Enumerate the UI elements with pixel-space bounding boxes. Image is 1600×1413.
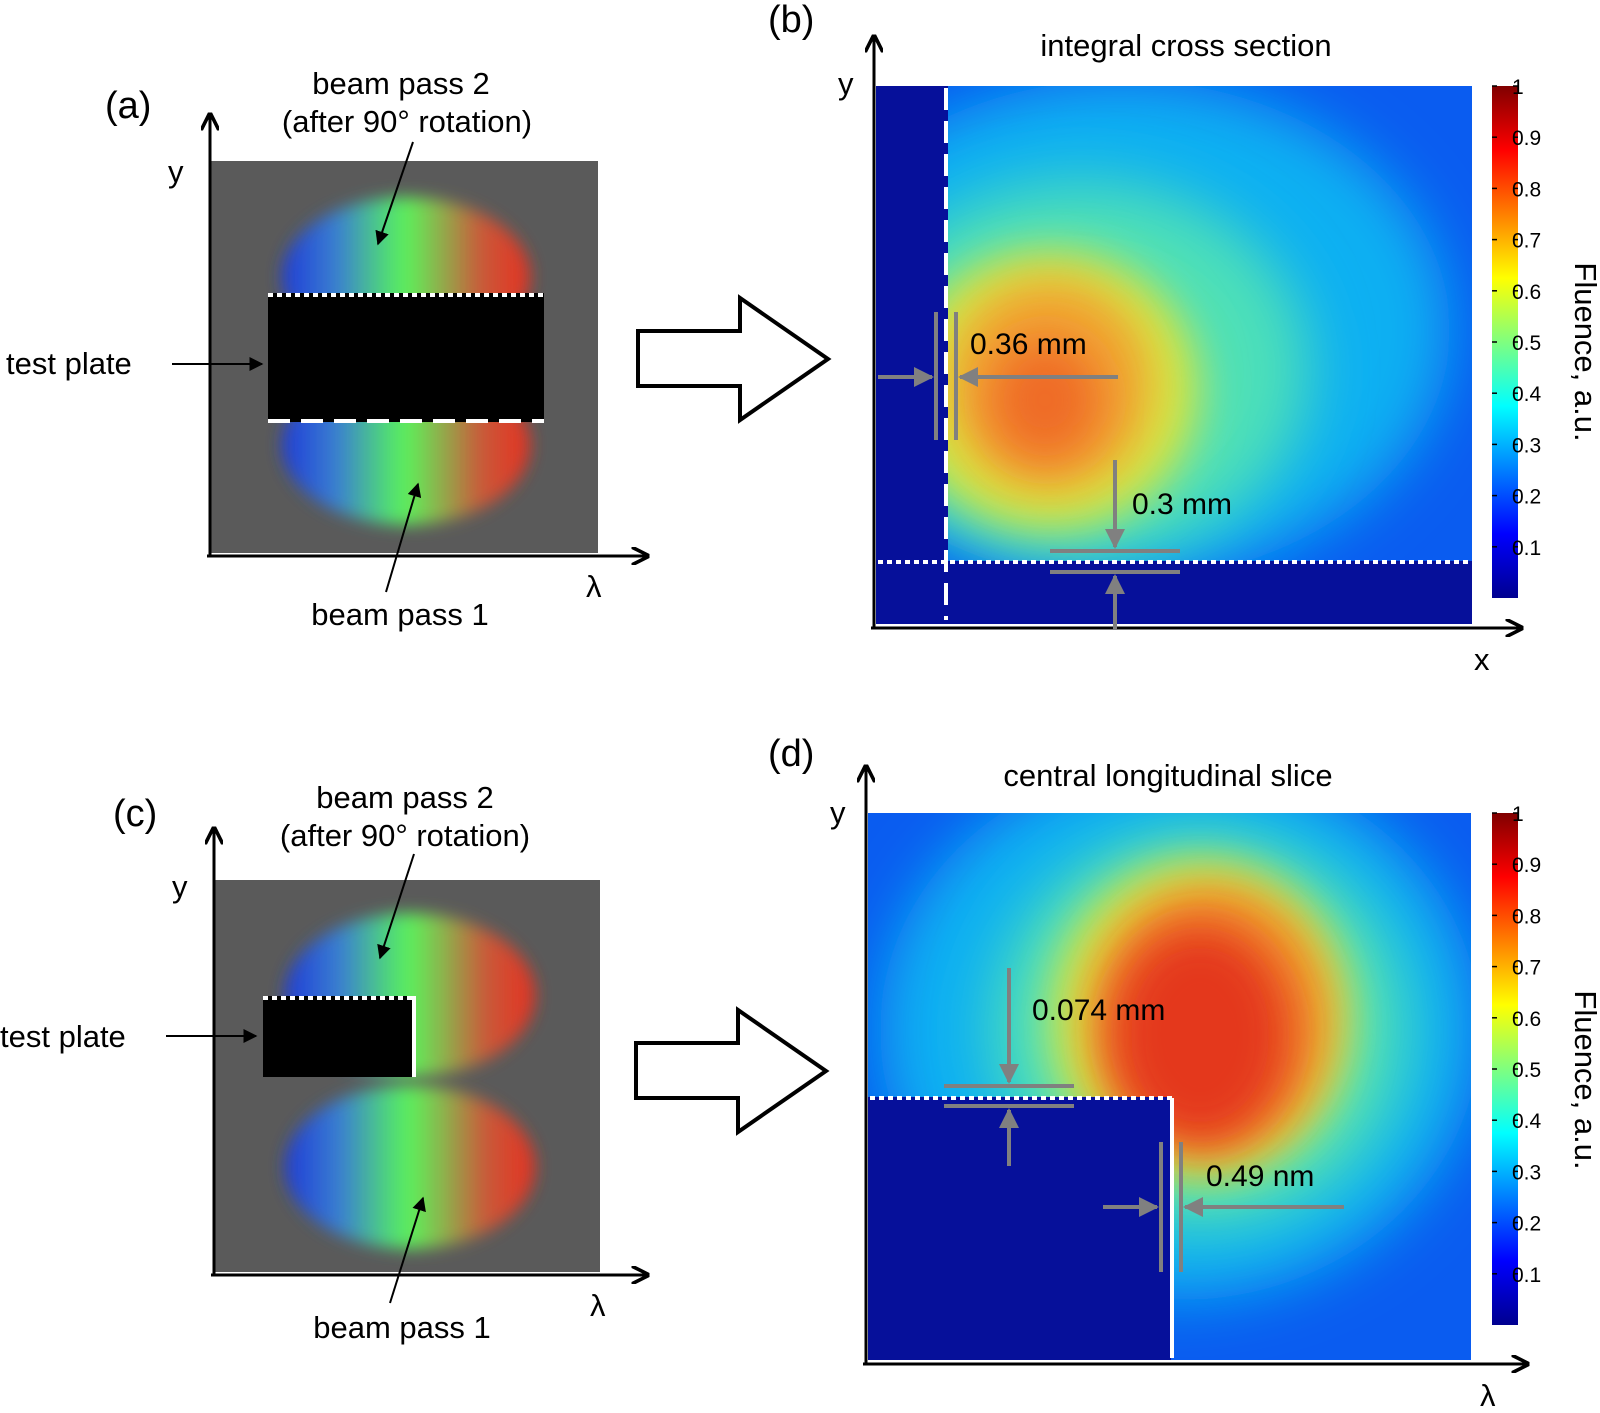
colorbar-tick-label: 0.8 (1512, 178, 1541, 201)
measure-label-0074: 0.074 mm (1032, 994, 1165, 1027)
measure-label-036: 0.36 mm (970, 328, 1087, 361)
panel-d-label: (d) (768, 733, 814, 775)
colorbar-tick-label: 0.9 (1512, 127, 1541, 150)
beam-pass-2-sublabel: (after 90° rotation) (280, 818, 530, 853)
panel-d-title: central longitudinal slice (1003, 758, 1332, 793)
panel-c: (c) y λ beam pass 2 (after 90° rotation)… (0, 780, 646, 1345)
fluence-map-b (876, 86, 1472, 624)
colorbar-tick-label: 0.8 (1512, 905, 1541, 928)
beam-pass-1-label: beam pass 1 (313, 1310, 491, 1345)
y-axis-label: y (838, 66, 854, 101)
colorbar-tick-label: 0.5 (1512, 1059, 1541, 1082)
beam-pass-2-sublabel: (after 90° rotation) (282, 104, 532, 139)
x-axis-label: λ (590, 1288, 606, 1323)
test-plate (263, 996, 416, 1077)
colorbar-tick-label: 0.2 (1512, 486, 1541, 509)
colorbar-b: 1 0.9 0.8 0.7 0.6 0.5 0.4 0.3 0.2 0.1 Fluence, a.… (1492, 76, 1600, 598)
panel-b-label: (b) (768, 0, 814, 41)
colorbar-label: Fluence, a.u. (1568, 990, 1600, 1169)
panel-c-label: (c) (113, 793, 157, 835)
measure-vertical-b (1050, 460, 1180, 630)
beam-pass-2-label: beam pass 2 (316, 780, 494, 815)
test-plate-label: test plate (0, 1019, 126, 1054)
y-axis-label: y (830, 795, 846, 830)
panel-d: (d) central longitudinal slice y λ 0.074… (768, 733, 1600, 1413)
x-axis-label: x (1474, 642, 1490, 677)
colorbar-tick-label: 0.9 (1512, 854, 1541, 877)
panel-b: (b) integral cross section y x 0.36 mm (768, 0, 1600, 677)
y-axis-label: y (168, 154, 184, 189)
beam-pass-2-arrow (377, 853, 415, 960)
measure-horizontal-b (878, 312, 1118, 440)
big-arrow-bottom (634, 1006, 830, 1136)
measure-label-049: 0.49 nm (1206, 1160, 1314, 1193)
panel-b-title: integral cross section (1040, 28, 1331, 63)
test-plate-label: test plate (6, 346, 132, 381)
big-arrow-top (636, 294, 832, 424)
panel-a: (a) y λ beam pass 2 (after 90° rotation)… (6, 66, 646, 632)
colorbar-tick-label: 0.1 (1512, 537, 1541, 560)
colorbar-tick-label: 0.4 (1512, 383, 1542, 406)
measure-horizontal-d (1103, 1142, 1344, 1272)
colorbar-tick-label: 0.7 (1512, 957, 1541, 980)
colorbar-label: Fluence, a.u. (1568, 262, 1600, 441)
x-axis-label: λ (1480, 1378, 1496, 1413)
colorbar-tick-label: 1 (1512, 76, 1524, 99)
beam-pass-1-label: beam pass 1 (311, 597, 489, 632)
colorbar-tick-label: 0.7 (1512, 230, 1541, 253)
beam-pass-2-arrow (375, 141, 414, 246)
colorbar-tick-label: 0.2 (1512, 1213, 1541, 1236)
colorbar-tick-label: 0.6 (1512, 281, 1541, 304)
y-axis-label: y (172, 869, 188, 904)
colorbar-d: 1 0.9 0.8 0.7 0.6 0.5 0.4 0.3 0.2 0.1 Fluence, a.… (1492, 803, 1600, 1325)
colorbar-tick-label: 0.1 (1512, 1264, 1541, 1287)
beam-pass-1-arrow (385, 482, 422, 593)
beam-pass-2-label: beam pass 2 (312, 66, 490, 101)
colorbar-tick-label: 0.3 (1512, 1161, 1541, 1184)
colorbar-tick-label: 0.3 (1512, 434, 1541, 457)
colorbar-tick-label: 0.5 (1512, 332, 1541, 355)
beam-pass-1-arrow (389, 1196, 426, 1304)
colorbar-tick-label: 1 (1512, 803, 1524, 826)
fluence-map-d (868, 813, 1471, 1360)
measure-vertical-d (944, 968, 1074, 1166)
beam-pass-1-ellipse (285, 1085, 535, 1249)
colorbar-tick-label: 0.4 (1512, 1110, 1542, 1133)
colorbar-tick-label: 0.6 (1512, 1008, 1541, 1031)
measure-label-03: 0.3 mm (1132, 488, 1232, 521)
x-axis-label: λ (586, 569, 602, 604)
panel-a-label: (a) (105, 85, 151, 127)
test-plate (268, 293, 544, 422)
